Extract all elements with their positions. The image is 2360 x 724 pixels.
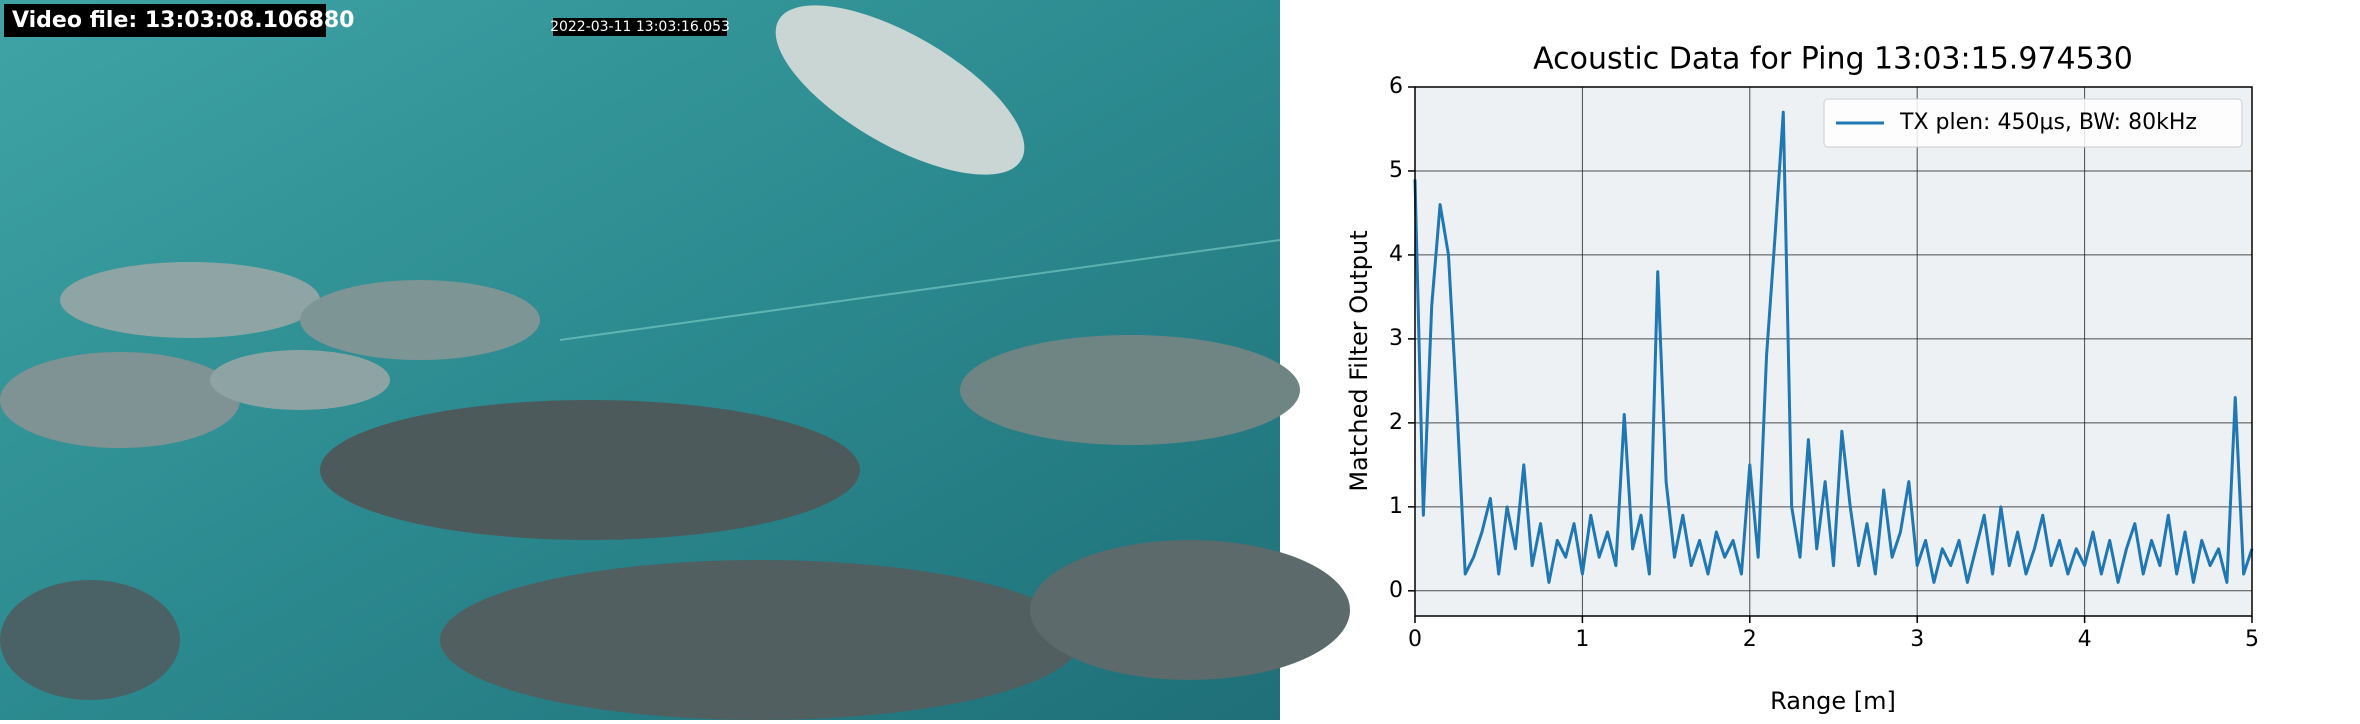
chart-title: Acoustic Data for Ping 13:03:15.974530 — [1533, 42, 2133, 77]
video-file-label: Video file: 13:03:08.106880 — [12, 8, 355, 33]
x-tick-label: 2 — [1743, 627, 1757, 652]
plot-area — [1415, 87, 2252, 616]
y-axis-label: Matched Filter Output — [1345, 230, 1373, 491]
video-frame: Video file: 13:03:08.106880 2022-03-11 1… — [0, 0, 1350, 720]
y-tick-label: 0 — [1389, 578, 1403, 603]
y-tick-label: 6 — [1389, 74, 1403, 99]
y-tick-label: 1 — [1389, 494, 1403, 519]
x-tick-label: 1 — [1575, 627, 1589, 652]
x-tick-label: 5 — [2245, 627, 2259, 652]
y-tick-label: 4 — [1389, 242, 1403, 267]
video-timestamp: 2022-03-11 13:03:16.053 — [550, 19, 730, 35]
legend: TX plen: 450μs, BW: 80kHz — [1823, 98, 2243, 148]
x-tick-label: 0 — [1408, 627, 1422, 652]
y-tick-label: 5 — [1389, 158, 1403, 183]
plot-frame — [1414, 86, 2253, 617]
legend-label: TX plen: 450μs, BW: 80kHz — [1899, 110, 2197, 135]
data-line — [1413, 110, 2254, 584]
chart: Acoustic Data for Ping 13:03:15.974530 R… — [1345, 42, 2259, 716]
x-axis-label: Range [m] — [1770, 687, 1896, 715]
x-tick-label: 4 — [2078, 627, 2092, 652]
legend-box — [1823, 98, 2243, 148]
y-tick-label: 2 — [1389, 410, 1403, 435]
x-tick-label: 3 — [1910, 627, 1924, 652]
y-tick-label: 3 — [1389, 326, 1403, 351]
